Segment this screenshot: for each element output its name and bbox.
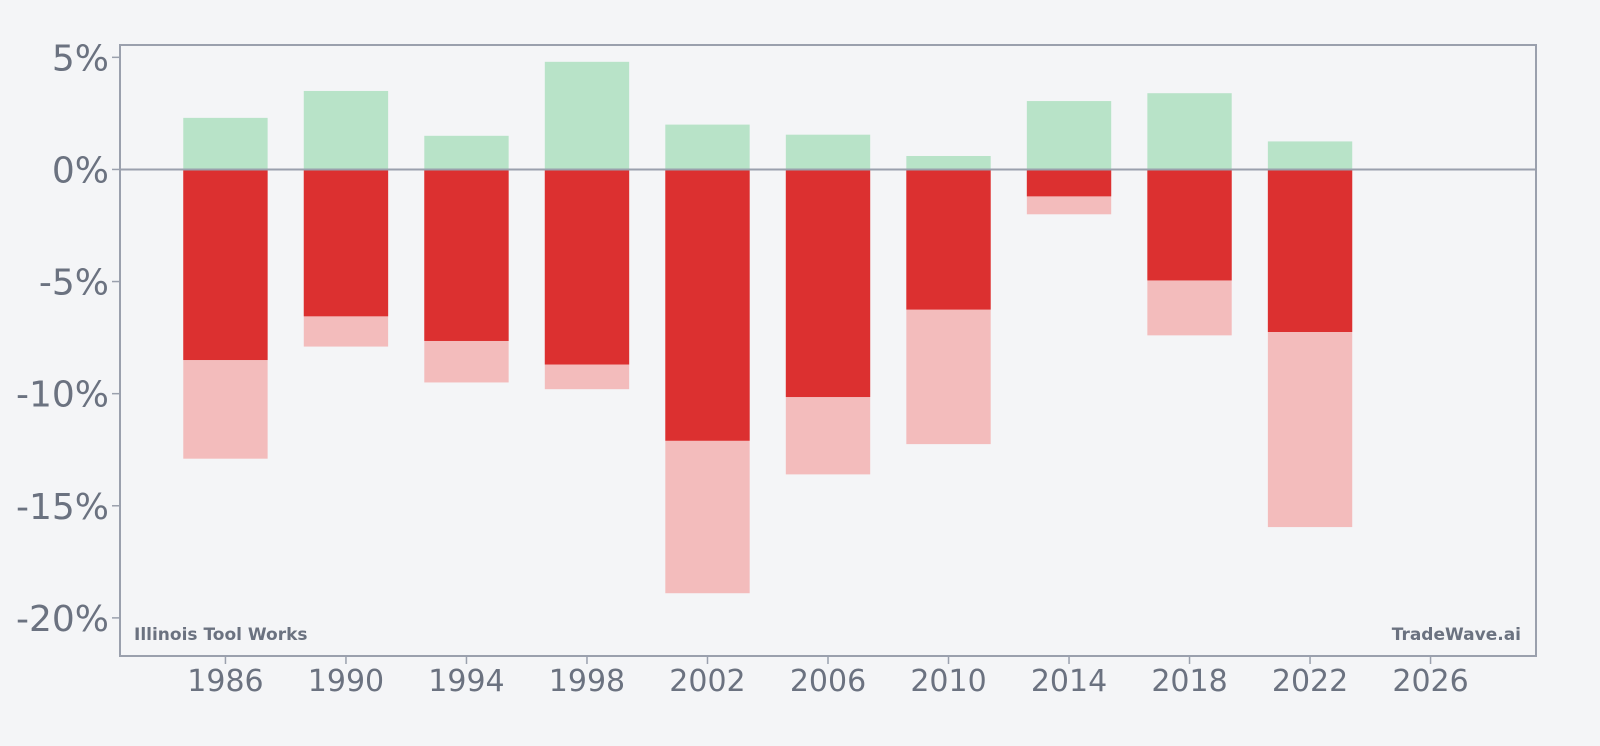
gain-bar xyxy=(1147,93,1232,170)
gain-bar xyxy=(906,155,991,170)
gain-bar xyxy=(665,124,750,170)
gain-bar xyxy=(1026,101,1112,170)
x-tick-label: 1998 xyxy=(549,664,625,699)
x-tick-label: 2022 xyxy=(1272,664,1348,699)
drawdown-bar xyxy=(785,169,871,398)
x-tick-label: 1986 xyxy=(187,664,263,699)
gain-bar xyxy=(424,135,509,170)
x-tick-label: 2010 xyxy=(910,664,986,699)
drawdown-bar xyxy=(906,169,991,310)
gain-bar xyxy=(303,90,389,170)
y-tick-label: 0% xyxy=(52,150,109,191)
drawdown-bar xyxy=(1147,169,1232,281)
drawdown-bar xyxy=(544,169,630,365)
drawdown-bar xyxy=(665,169,750,441)
drawdown-bar xyxy=(424,169,509,341)
y-axis: 5% 0% -5% -10% -15% -20% xyxy=(16,38,120,640)
bars-layer xyxy=(183,61,1353,594)
x-tick-label: 2026 xyxy=(1392,664,1468,699)
gain-bar xyxy=(785,134,871,170)
x-tick-label: 1990 xyxy=(308,664,384,699)
gain-bar xyxy=(1267,141,1353,170)
x-tick-label: 1994 xyxy=(428,664,504,699)
y-tick-label: 5% xyxy=(52,38,109,79)
x-tick-label: 2006 xyxy=(790,664,866,699)
gain-bar xyxy=(183,117,268,170)
y-tick-label: -5% xyxy=(39,263,109,304)
y-tick-label: -10% xyxy=(16,375,109,416)
x-tick-label: 2018 xyxy=(1151,664,1227,699)
drawdown-bar xyxy=(303,169,389,317)
company-watermark: Illinois Tool Works xyxy=(134,625,308,645)
x-tick-label: 2002 xyxy=(669,664,745,699)
drawdown-bar xyxy=(1026,169,1112,197)
drawdown-bar xyxy=(1267,169,1353,333)
x-axis: 1986 1990 1994 1998 2002 2006 2010 2014 2018 2022… xyxy=(187,656,1469,699)
drawdown-bar xyxy=(183,169,268,361)
gain-bar xyxy=(544,61,630,170)
x-tick-label: 2014 xyxy=(1031,664,1107,699)
y-tick-label: -15% xyxy=(16,487,109,528)
brand-watermark: TradeWave.ai xyxy=(1392,625,1521,645)
y-tick-label: -20% xyxy=(16,599,109,640)
